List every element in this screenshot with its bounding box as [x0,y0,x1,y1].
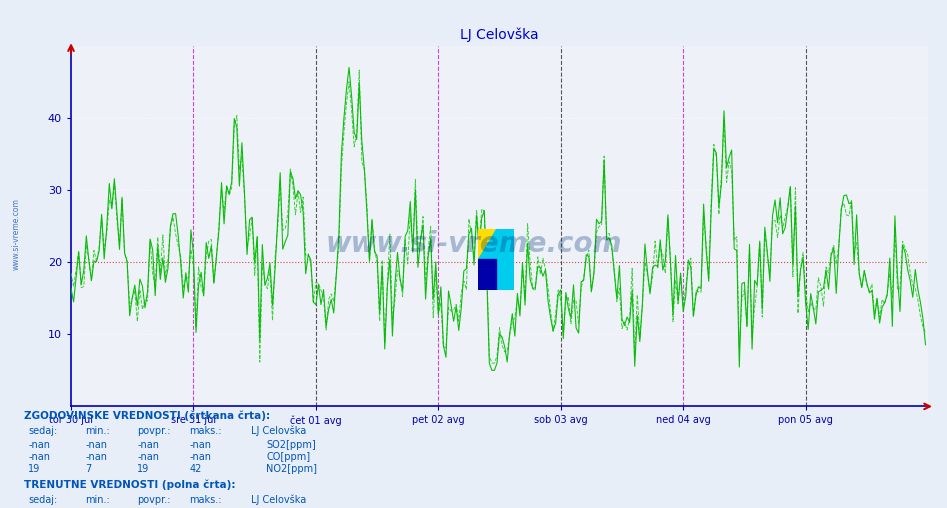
Text: sedaj:: sedaj: [28,426,58,436]
Text: LJ Celovška: LJ Celovška [251,425,306,436]
Text: SO2[ppm]: SO2[ppm] [266,439,316,450]
Text: TRENUTNE VREDNOSTI (polna črta):: TRENUTNE VREDNOSTI (polna črta): [24,480,235,490]
Title: LJ Celovška: LJ Celovška [460,27,539,42]
Text: 42: 42 [189,464,202,474]
Text: min.:: min.: [85,495,110,505]
Text: 19: 19 [137,464,150,474]
Text: -nan: -nan [189,452,211,462]
Text: -nan: -nan [28,452,50,462]
Text: -nan: -nan [189,439,211,450]
Polygon shape [478,229,496,259]
Text: www.si-vreme.com: www.si-vreme.com [325,230,622,258]
Text: maks.:: maks.: [189,426,222,436]
Text: 19: 19 [28,464,41,474]
Text: min.:: min.: [85,426,110,436]
Text: LJ Celovška: LJ Celovška [251,494,306,505]
Text: povpr.:: povpr.: [137,495,170,505]
Polygon shape [478,229,496,259]
Text: -nan: -nan [85,452,107,462]
Text: maks.:: maks.: [189,495,222,505]
Text: povpr.:: povpr.: [137,426,170,436]
Text: -nan: -nan [85,439,107,450]
Text: ZGODOVINSKE VREDNOSTI (črtkana črta):: ZGODOVINSKE VREDNOSTI (črtkana črta): [24,410,270,421]
Text: -nan: -nan [137,452,159,462]
Text: NO2[ppm]: NO2[ppm] [266,464,317,474]
Text: 7: 7 [85,464,92,474]
Text: CO[ppm]: CO[ppm] [266,452,311,462]
Bar [478,259,496,290]
Text: www.si-vreme.com: www.si-vreme.com [11,198,21,270]
Text: -nan: -nan [28,439,50,450]
Text: sedaj:: sedaj: [28,495,58,505]
Bar [496,229,514,290]
Text: -nan: -nan [137,439,159,450]
